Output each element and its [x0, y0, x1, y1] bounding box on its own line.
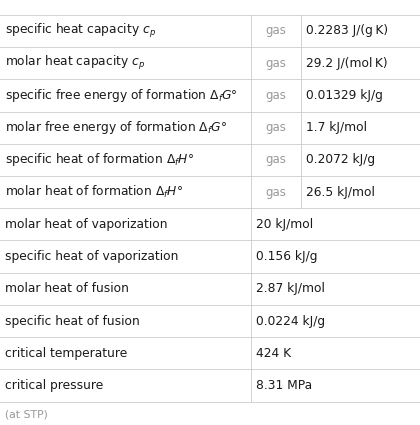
- Text: gas: gas: [265, 186, 286, 198]
- Text: 2.87 kJ/mol: 2.87 kJ/mol: [256, 282, 325, 295]
- Text: 0.0224 kJ/g: 0.0224 kJ/g: [256, 314, 326, 328]
- Text: 8.31 MPa: 8.31 MPa: [256, 379, 312, 392]
- Text: critical temperature: critical temperature: [5, 347, 127, 360]
- Text: gas: gas: [265, 89, 286, 102]
- Text: 20 kJ/mol: 20 kJ/mol: [256, 218, 313, 231]
- Text: critical pressure: critical pressure: [5, 379, 103, 392]
- Text: 29.2 J/(mol K): 29.2 J/(mol K): [306, 57, 387, 70]
- Text: gas: gas: [265, 153, 286, 167]
- Text: molar heat of fusion: molar heat of fusion: [5, 282, 129, 295]
- Text: specific heat of vaporization: specific heat of vaporization: [5, 250, 178, 263]
- Text: specific heat of formation $\Delta_f H°$: specific heat of formation $\Delta_f H°$: [5, 151, 194, 168]
- Text: 0.156 kJ/g: 0.156 kJ/g: [256, 250, 318, 263]
- Text: molar heat capacity $c_p$: molar heat capacity $c_p$: [5, 54, 145, 72]
- Text: specific heat of fusion: specific heat of fusion: [5, 314, 140, 328]
- Text: gas: gas: [265, 57, 286, 70]
- Text: gas: gas: [265, 25, 286, 37]
- Text: 424 K: 424 K: [256, 347, 291, 360]
- Text: 1.7 kJ/mol: 1.7 kJ/mol: [306, 121, 367, 134]
- Text: (at STP): (at STP): [5, 410, 48, 420]
- Text: molar free energy of formation $\Delta_f G°$: molar free energy of formation $\Delta_f…: [5, 119, 227, 136]
- Text: specific heat capacity $c_p$: specific heat capacity $c_p$: [5, 22, 156, 40]
- Text: 0.01329 kJ/g: 0.01329 kJ/g: [306, 89, 383, 102]
- Text: molar heat of vaporization: molar heat of vaporization: [5, 218, 168, 231]
- Text: molar heat of formation $\Delta_f H°$: molar heat of formation $\Delta_f H°$: [5, 184, 183, 200]
- Text: 0.2072 kJ/g: 0.2072 kJ/g: [306, 153, 375, 167]
- Text: 0.2283 J/(g K): 0.2283 J/(g K): [306, 25, 388, 37]
- Text: gas: gas: [265, 121, 286, 134]
- Text: specific free energy of formation $\Delta_f G°$: specific free energy of formation $\Delt…: [5, 87, 238, 104]
- Text: 26.5 kJ/mol: 26.5 kJ/mol: [306, 186, 375, 198]
